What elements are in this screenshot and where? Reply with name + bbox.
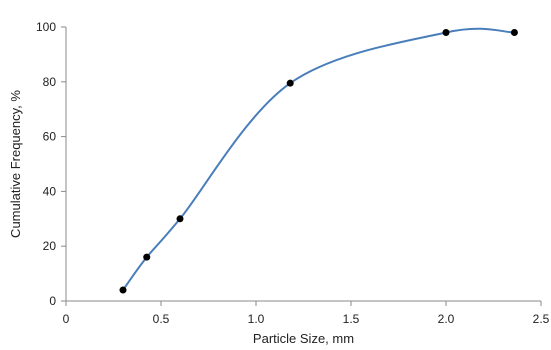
data-point	[143, 253, 151, 261]
x-ticks: 0 0.5 1.0 1.5 2.0 2.5	[63, 301, 550, 326]
x-axis-title: Particle Size, mm	[253, 331, 354, 346]
data-point	[510, 28, 518, 36]
x-tick-label: 2.0	[438, 312, 455, 326]
y-tick-label: 100	[36, 20, 56, 34]
x-tick-label: 0	[63, 312, 70, 326]
series-line	[122, 27, 516, 292]
axes	[65, 27, 541, 302]
y-tick-label: 40	[43, 184, 57, 198]
x-tick-label: 1.5	[343, 312, 360, 326]
data-point	[119, 286, 127, 294]
y-axis-title: Cumulative Frequency, %	[8, 90, 23, 238]
y-ticks: 0 20 40 60 80 100	[36, 20, 66, 308]
x-tick-label: 2.5	[533, 312, 550, 326]
x-tick-label: 0.5	[153, 312, 170, 326]
y-tick-label: 80	[43, 75, 57, 89]
x-tick-label: 1.0	[248, 312, 265, 326]
y-tick-label: 0	[49, 294, 56, 308]
y-tick-label: 20	[43, 239, 57, 253]
data-point	[176, 215, 184, 223]
data-point	[286, 79, 294, 87]
y-tick-label: 60	[43, 130, 57, 144]
data-point	[442, 28, 450, 36]
series-layer	[119, 27, 518, 294]
